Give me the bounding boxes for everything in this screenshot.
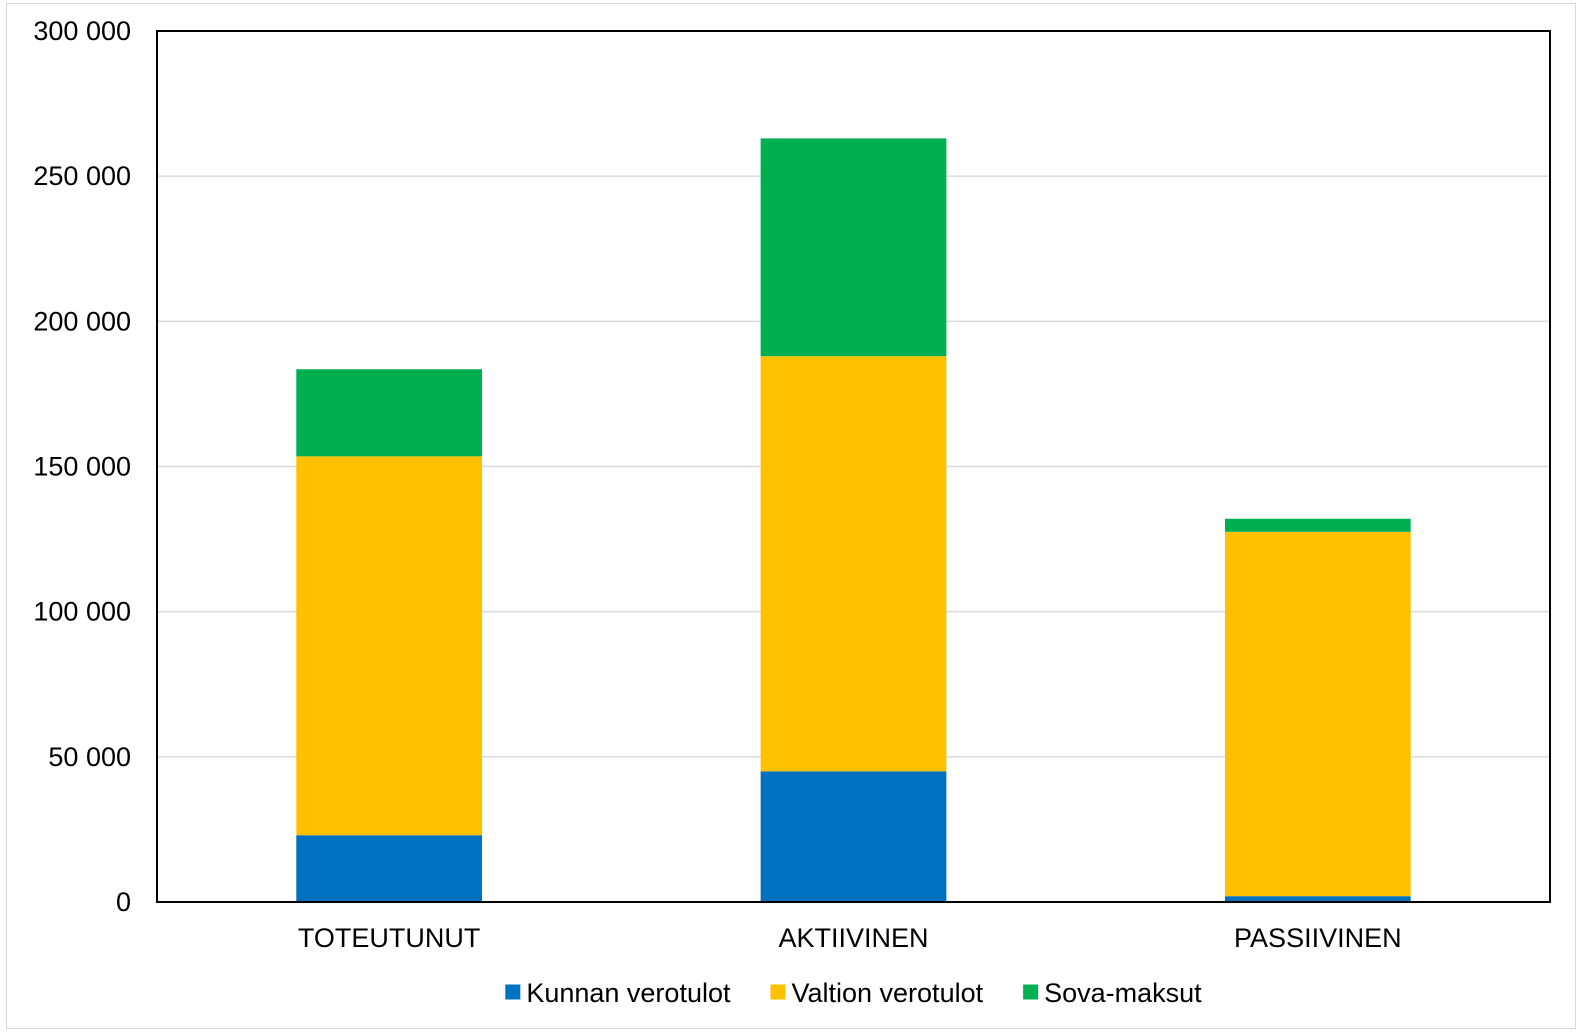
bar-segment [296, 369, 483, 457]
bars [296, 138, 1411, 902]
legend-label: Kunnan verotulot [526, 978, 731, 1008]
legend-swatch [770, 984, 786, 1000]
legend-item: Sova-maksut [1023, 978, 1202, 1008]
bar-segment [1224, 896, 1411, 902]
legend-label: Sova-maksut [1044, 978, 1202, 1008]
legend-item: Valtion verotulot [770, 978, 984, 1008]
legend-swatch [505, 984, 521, 1000]
legend-item: Kunnan verotulot [505, 978, 731, 1008]
bar-segment [296, 835, 483, 902]
bar-segment [760, 356, 947, 772]
y-tick-label: 50 000 [48, 742, 131, 772]
stacked-bar-chart: 0 50 000 100 000 150 000 200 000 250 000 300 0… [33, 16, 1551, 1008]
bar-segment [1224, 531, 1411, 897]
x-category-label: PASSIIVINEN [1234, 923, 1402, 953]
bar-segment [296, 456, 483, 836]
legend-label: Valtion verotulot [791, 978, 983, 1008]
legend: Kunnan verotulot Valtion verotulot Sova-ma… [505, 978, 1202, 1008]
y-tick-label: 200 000 [33, 306, 131, 336]
x-category-label: AKTIIVINEN [778, 923, 928, 953]
y-tick-label: 150 000 [33, 452, 131, 482]
plot-area-frame [156, 30, 1551, 903]
chart-container: 0 50 000 100 000 150 000 200 000 250 000 300 0… [6, 3, 1576, 1029]
y-tick-label: 0 [116, 887, 131, 917]
y-axis-tick-labels: 0 50 000 100 000 150 000 200 000 250 000 300 0… [33, 16, 131, 917]
y-tick-label: 100 000 [33, 597, 131, 627]
x-axis-category-labels: TOTEUTUNUT AKTIIVINEN PASSIIVINEN [298, 923, 1402, 953]
y-tick-label: 250 000 [33, 161, 131, 191]
bar-segment [760, 771, 947, 902]
x-category-label: TOTEUTUNUT [298, 923, 481, 953]
bar-segment [760, 138, 947, 357]
legend-swatch [1023, 984, 1039, 1000]
bar-segment [1224, 518, 1411, 532]
y-tick-label: 300 000 [33, 16, 131, 46]
